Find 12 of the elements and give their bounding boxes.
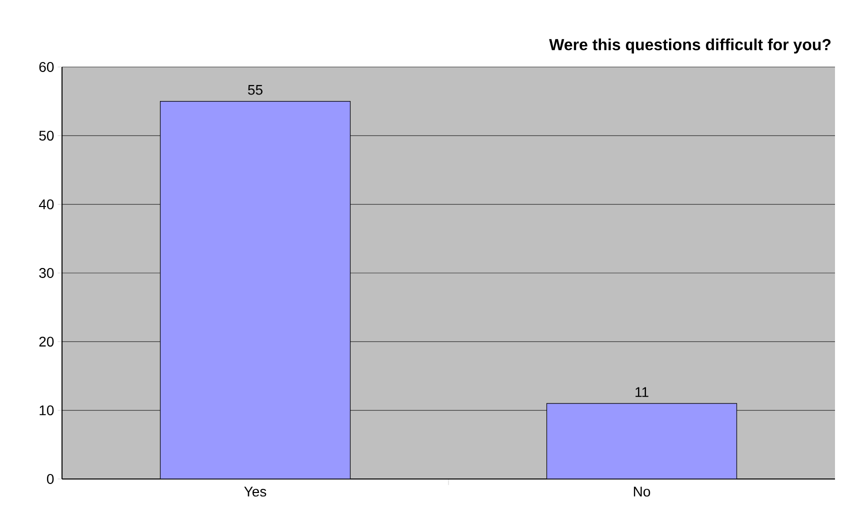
chart-title: Were this questions difficult for you? [549, 38, 831, 54]
y-tick-label: 60 [39, 62, 54, 72]
data-label: 11 [636, 387, 648, 397]
y-tick-label: 50 [39, 130, 54, 141]
x-tick-label: No [634, 486, 650, 497]
y-tick-label: 20 [39, 336, 54, 347]
x-tick-label: Yes [244, 486, 266, 497]
y-tick-label: 30 [39, 268, 54, 278]
y-tick-label: 10 [40, 405, 54, 416]
data-label: 55 [248, 85, 262, 95]
y-tick-label: 0 [46, 474, 54, 484]
y-tick-label: 40 [38, 199, 54, 210]
